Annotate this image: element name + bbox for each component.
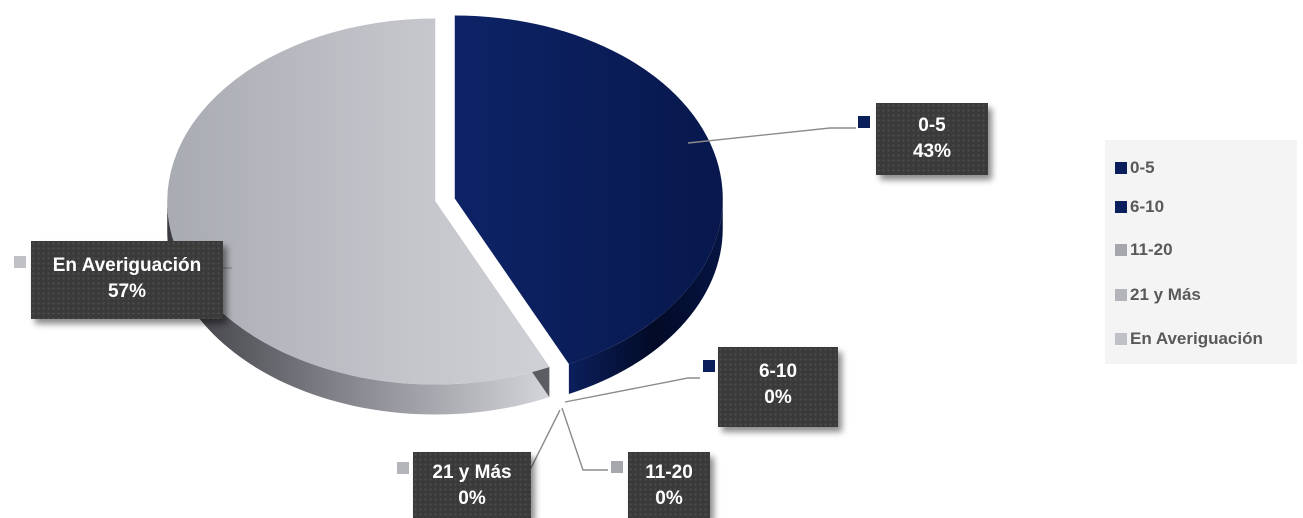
legend-item-0-5: 0-5	[1115, 157, 1155, 179]
legend-item-en-averiguacion: En Averiguación	[1115, 328, 1263, 350]
legend-item-6-10: 6-10	[1115, 196, 1164, 218]
pie-slices	[167, 15, 723, 415]
callout-en-averiguacion: En Averiguación 57%	[31, 241, 223, 319]
slice-0-5-side	[568, 198, 723, 395]
callout-value-en-averiguacion: 57%	[107, 281, 147, 302]
legend-label-en-averiguacion: En Averiguación	[1130, 329, 1263, 348]
callout-11-20: 11-20 0%	[628, 452, 710, 518]
callout-marker-0-5	[858, 116, 870, 128]
legend-swatch-11-20	[1115, 244, 1127, 256]
callout-label-en-averiguacion: En Averiguación	[52, 255, 202, 276]
legend-swatch-en-averiguacion	[1115, 333, 1127, 345]
legend: 0-5 6-10 11-20 21 y Más En Averiguación	[1105, 140, 1297, 364]
legend-label-6-10: 6-10	[1130, 197, 1165, 216]
callout-marker-21-y-mas	[397, 462, 409, 474]
legend-item-11-20: 11-20	[1115, 239, 1173, 261]
legend-swatch-0-5	[1115, 162, 1127, 174]
callout-marker-en-averiguacion	[14, 256, 26, 268]
legend-item-21-y-mas: 21 y Más	[1115, 284, 1201, 306]
callout-0-5: 0-5 43%	[876, 103, 988, 175]
leader-line-6-10	[564, 377, 700, 403]
callout-marker-11-20	[611, 461, 623, 473]
leader-line-0-5	[687, 127, 856, 144]
slice-en-averiguaci-n	[167, 18, 550, 385]
legend-label-11-20: 11-20	[1130, 240, 1173, 259]
slice-0-5	[454, 15, 723, 365]
leader-line-11-20	[561, 407, 608, 471]
callout-value-21-y-mas: 0%	[458, 488, 486, 509]
leader-line-21-y-mas	[529, 409, 561, 471]
callout-6-10: 6-10 0%	[718, 347, 838, 427]
callout-label-21-y-mas: 21 y Más	[432, 462, 512, 483]
callout-value-6-10: 0%	[764, 387, 792, 408]
legend-label-21-y-mas: 21 y Más	[1130, 285, 1201, 304]
callout-label-11-20: 11-20	[645, 462, 693, 483]
legend-label-0-5: 0-5	[1130, 158, 1155, 177]
callout-label-0-5: 0-5	[918, 115, 946, 136]
slice-en-averiguaci-n-side	[167, 201, 550, 415]
callout-value-0-5: 43%	[912, 141, 952, 162]
legend-swatch-6-10	[1115, 201, 1127, 213]
callout-value-11-20: 0%	[655, 488, 683, 509]
legend-swatch-21-y-mas	[1115, 289, 1127, 301]
callout-marker-6-10	[703, 360, 715, 372]
callout-label-6-10: 6-10	[758, 361, 798, 382]
callout-21-y-mas: 21 y Más 0%	[413, 452, 531, 518]
